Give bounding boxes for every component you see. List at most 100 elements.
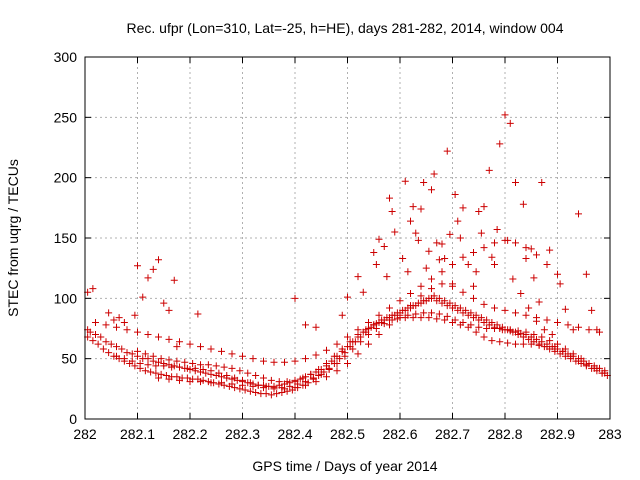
data-point bbox=[525, 304, 533, 312]
data-point bbox=[105, 309, 113, 317]
data-point bbox=[585, 326, 593, 334]
data-point bbox=[223, 372, 231, 380]
y-tick-label: 150 bbox=[54, 230, 78, 246]
data-point bbox=[527, 245, 535, 253]
data-point bbox=[399, 255, 407, 263]
y-axis-label: STEC from uqrg / TECUs bbox=[5, 159, 21, 317]
data-point bbox=[527, 340, 535, 348]
data-point bbox=[459, 204, 467, 212]
data-point bbox=[157, 355, 165, 363]
series-3 bbox=[134, 314, 606, 386]
x-axis-label: GPS time / Days of year 2014 bbox=[252, 458, 437, 474]
data-point bbox=[543, 343, 551, 351]
data-point bbox=[480, 244, 488, 252]
x-tick-label: 282.6 bbox=[382, 426, 417, 442]
data-point bbox=[493, 321, 501, 329]
data-point bbox=[302, 355, 309, 363]
data-point bbox=[530, 331, 538, 339]
data-point bbox=[249, 355, 257, 363]
series-4 bbox=[155, 280, 603, 393]
data-point bbox=[491, 304, 498, 312]
data-point bbox=[144, 274, 152, 282]
data-point bbox=[412, 229, 420, 237]
data-point bbox=[504, 236, 512, 244]
data-point bbox=[525, 335, 533, 343]
data-point bbox=[430, 292, 438, 300]
data-point bbox=[207, 345, 215, 353]
data-point bbox=[533, 317, 540, 325]
data-point bbox=[160, 362, 168, 370]
data-point bbox=[491, 261, 498, 269]
data-point bbox=[391, 228, 399, 236]
data-point bbox=[504, 339, 512, 347]
data-point bbox=[546, 337, 554, 345]
data-point bbox=[241, 386, 249, 394]
data-point bbox=[467, 309, 475, 317]
data-point bbox=[197, 378, 204, 386]
data-point bbox=[312, 323, 320, 331]
data-point bbox=[155, 374, 162, 382]
data-point bbox=[451, 302, 459, 310]
data-point bbox=[470, 294, 477, 302]
data-point bbox=[446, 230, 454, 238]
data-point bbox=[99, 345, 107, 353]
data-point bbox=[588, 306, 596, 314]
data-point bbox=[433, 239, 441, 247]
data-point bbox=[435, 310, 443, 318]
data-point bbox=[362, 326, 370, 334]
data-point bbox=[341, 352, 349, 360]
data-point bbox=[359, 288, 367, 296]
data-point bbox=[485, 166, 493, 174]
data-point bbox=[260, 357, 267, 365]
data-point bbox=[480, 203, 488, 211]
data-point bbox=[141, 367, 149, 375]
data-point bbox=[428, 186, 435, 194]
data-point bbox=[275, 378, 283, 386]
data-point bbox=[407, 302, 414, 310]
y-tick-label: 100 bbox=[54, 290, 78, 306]
data-point bbox=[315, 366, 323, 374]
data-point bbox=[538, 333, 546, 341]
data-point bbox=[181, 358, 189, 366]
data-point bbox=[396, 311, 404, 319]
x-tick-label: 283 bbox=[598, 426, 622, 442]
data-point bbox=[283, 378, 291, 386]
data-point bbox=[559, 347, 567, 355]
data-point bbox=[512, 340, 519, 348]
data-point bbox=[120, 355, 128, 363]
data-point bbox=[333, 359, 341, 367]
data-point bbox=[488, 318, 496, 326]
data-point bbox=[218, 379, 225, 387]
data-point bbox=[443, 147, 451, 155]
data-point bbox=[165, 375, 173, 383]
data-point bbox=[598, 369, 606, 377]
data-point bbox=[435, 256, 443, 264]
data-point bbox=[538, 178, 546, 186]
x-tick-label: 282.2 bbox=[172, 426, 207, 442]
data-point bbox=[218, 347, 225, 355]
data-point bbox=[152, 369, 160, 377]
data-point bbox=[443, 312, 451, 320]
data-point bbox=[509, 275, 517, 283]
data-point bbox=[92, 318, 99, 326]
data-point bbox=[291, 294, 299, 302]
data-point bbox=[517, 290, 525, 298]
data-point bbox=[430, 170, 438, 178]
data-point bbox=[149, 352, 157, 360]
data-point bbox=[115, 314, 123, 322]
data-point bbox=[512, 309, 519, 317]
data-point bbox=[302, 321, 309, 329]
data-point bbox=[501, 306, 509, 314]
data-point bbox=[170, 276, 178, 284]
data-point bbox=[218, 373, 225, 381]
data-point bbox=[365, 340, 372, 348]
series-5 bbox=[92, 236, 561, 366]
data-point bbox=[386, 194, 393, 202]
data-point bbox=[498, 326, 506, 334]
data-point bbox=[207, 367, 215, 375]
data-point bbox=[323, 346, 330, 354]
data-point bbox=[97, 333, 105, 341]
data-point bbox=[370, 321, 378, 329]
data-point bbox=[593, 326, 601, 334]
data-point bbox=[414, 236, 422, 244]
